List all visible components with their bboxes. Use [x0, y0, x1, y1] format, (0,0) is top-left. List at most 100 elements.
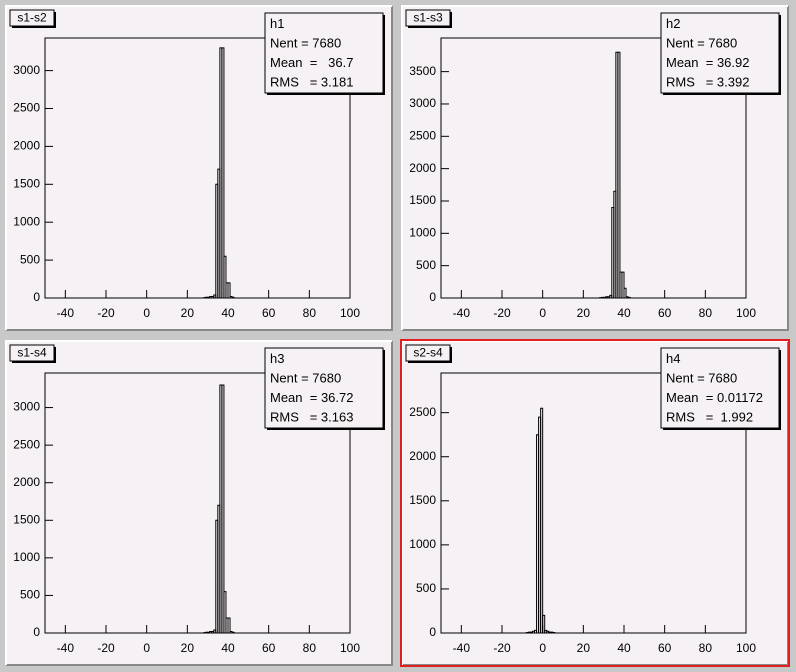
x-tick-label: 80: [699, 306, 713, 320]
x-tick-label: 100: [736, 306, 756, 320]
y-tick-label: 3000: [409, 96, 436, 110]
hist-bin: [623, 287, 627, 298]
pad: 0 500 1000 1500 2000 2500 3000 -40 -20 0 20 40 60 80 1…: [5, 340, 393, 666]
y-tick-label: 3000: [13, 63, 40, 77]
y-tick-label: 1000: [409, 537, 436, 551]
stats-line: Nent = 7680: [666, 371, 737, 386]
y-tick-label: 500: [20, 252, 40, 266]
x-tick-label: 0: [143, 306, 150, 320]
y-tick-label: 500: [20, 588, 40, 602]
x-tick-label: 20: [577, 641, 591, 655]
stats-line: Mean = 36.92: [666, 55, 749, 70]
y-tick-label: 3500: [409, 64, 436, 78]
y-tick-label: 2000: [409, 161, 436, 175]
hist-bin: [231, 296, 235, 298]
x-tick-label: 40: [617, 306, 631, 320]
hist-bin: [542, 614, 546, 633]
x-tick-label: 40: [221, 306, 235, 320]
pad-title: s2-s4: [413, 346, 443, 360]
hist-bin: [627, 296, 631, 298]
title-box: [405, 344, 451, 362]
x-tick-label: 80: [699, 641, 713, 655]
stats-line: Nent = 7680: [666, 36, 737, 51]
pad-bevel-dark: [402, 6, 789, 331]
x-tick-label: -40: [57, 641, 75, 655]
x-tick-label: -40: [453, 306, 471, 320]
y-tick-label: 500: [416, 581, 436, 595]
y-tick-label: 0: [429, 290, 436, 304]
hist-bin: [223, 591, 227, 633]
title-box: [405, 9, 451, 27]
stats-line: Mean = 36.7: [270, 55, 353, 70]
hist-bin: [227, 282, 231, 298]
y-tick-label: 2000: [13, 475, 40, 489]
y-tick-label: 2000: [13, 139, 40, 153]
x-tick-label: 60: [262, 306, 276, 320]
stats-name: h4: [666, 351, 680, 366]
x-tick-label: -20: [97, 641, 115, 655]
title-box: [9, 9, 55, 27]
y-tick-label: 1500: [409, 193, 436, 207]
stats-name: h2: [666, 16, 680, 31]
x-tick-label: -40: [57, 306, 75, 320]
stats-box: [660, 12, 780, 94]
x-tick-label: 80: [303, 641, 317, 655]
hist-bin: [227, 617, 231, 633]
hist-bin: [221, 47, 225, 298]
hist-bin: [617, 51, 621, 298]
pad-bevel-light: [5, 5, 392, 330]
y-tick-label: 1500: [13, 176, 40, 190]
x-tick-label: -20: [493, 641, 511, 655]
stats-line: Mean = 0.01172: [666, 390, 763, 405]
x-tick-label: 40: [221, 641, 235, 655]
stats-box: [264, 347, 384, 429]
title-box: [9, 344, 55, 362]
hist-bin: [540, 407, 544, 633]
x-tick-label: 100: [340, 306, 360, 320]
pad-bevel-light: [401, 5, 788, 330]
x-tick-label: 80: [303, 306, 317, 320]
hist-bin: [621, 271, 625, 298]
y-tick-label: 2500: [13, 437, 40, 451]
x-tick-label: 40: [617, 641, 631, 655]
stats-line: RMS = 3.163: [270, 410, 353, 425]
stats-line: RMS = 3.181: [270, 75, 353, 90]
x-tick-label: 20: [577, 306, 591, 320]
x-tick-label: -20: [97, 306, 115, 320]
pad-title: s1-s4: [17, 346, 47, 360]
y-tick-label: 1000: [13, 550, 40, 564]
x-tick-label: 0: [539, 641, 546, 655]
stats-line: RMS = 3.392: [666, 75, 749, 90]
pad-title: s1-s2: [17, 11, 47, 25]
stats-box: [660, 347, 780, 429]
y-tick-label: 2500: [409, 128, 436, 142]
pad-title: s1-s3: [413, 11, 443, 25]
hist-bin: [231, 631, 235, 633]
stats-box: [264, 12, 384, 94]
x-tick-label: 100: [736, 641, 756, 655]
stats-line: Mean = 36.72: [270, 390, 353, 405]
y-tick-label: 0: [429, 625, 436, 639]
pad-bevel-light: [5, 340, 392, 665]
y-tick-label: 1000: [409, 225, 436, 239]
stats-name: h1: [270, 16, 284, 31]
y-tick-label: 2500: [409, 405, 436, 419]
y-tick-label: 0: [33, 290, 40, 304]
selected-border: [400, 339, 790, 667]
stats-line: RMS = 1.992: [666, 410, 753, 425]
pad: 0 500 1000 1500 2000 2500 3000 -40 -20 0 20 40 60 80 1…: [5, 5, 393, 331]
x-tick-label: 20: [181, 641, 195, 655]
y-tick-label: 3000: [13, 400, 40, 414]
hist-bin: [221, 384, 225, 633]
stats-line: Nent = 7680: [270, 371, 341, 386]
x-tick-label: 0: [143, 641, 150, 655]
x-tick-label: -40: [453, 641, 471, 655]
y-tick-label: 2500: [13, 101, 40, 115]
y-tick-label: 500: [416, 258, 436, 272]
pad-bevel-dark: [6, 341, 393, 666]
pad: 0 500 1000 1500 2000 2500 -40 -20 0 20 40 60 80 100 s2…: [400, 339, 790, 667]
x-tick-label: 60: [262, 641, 276, 655]
hist-bin: [223, 255, 227, 298]
